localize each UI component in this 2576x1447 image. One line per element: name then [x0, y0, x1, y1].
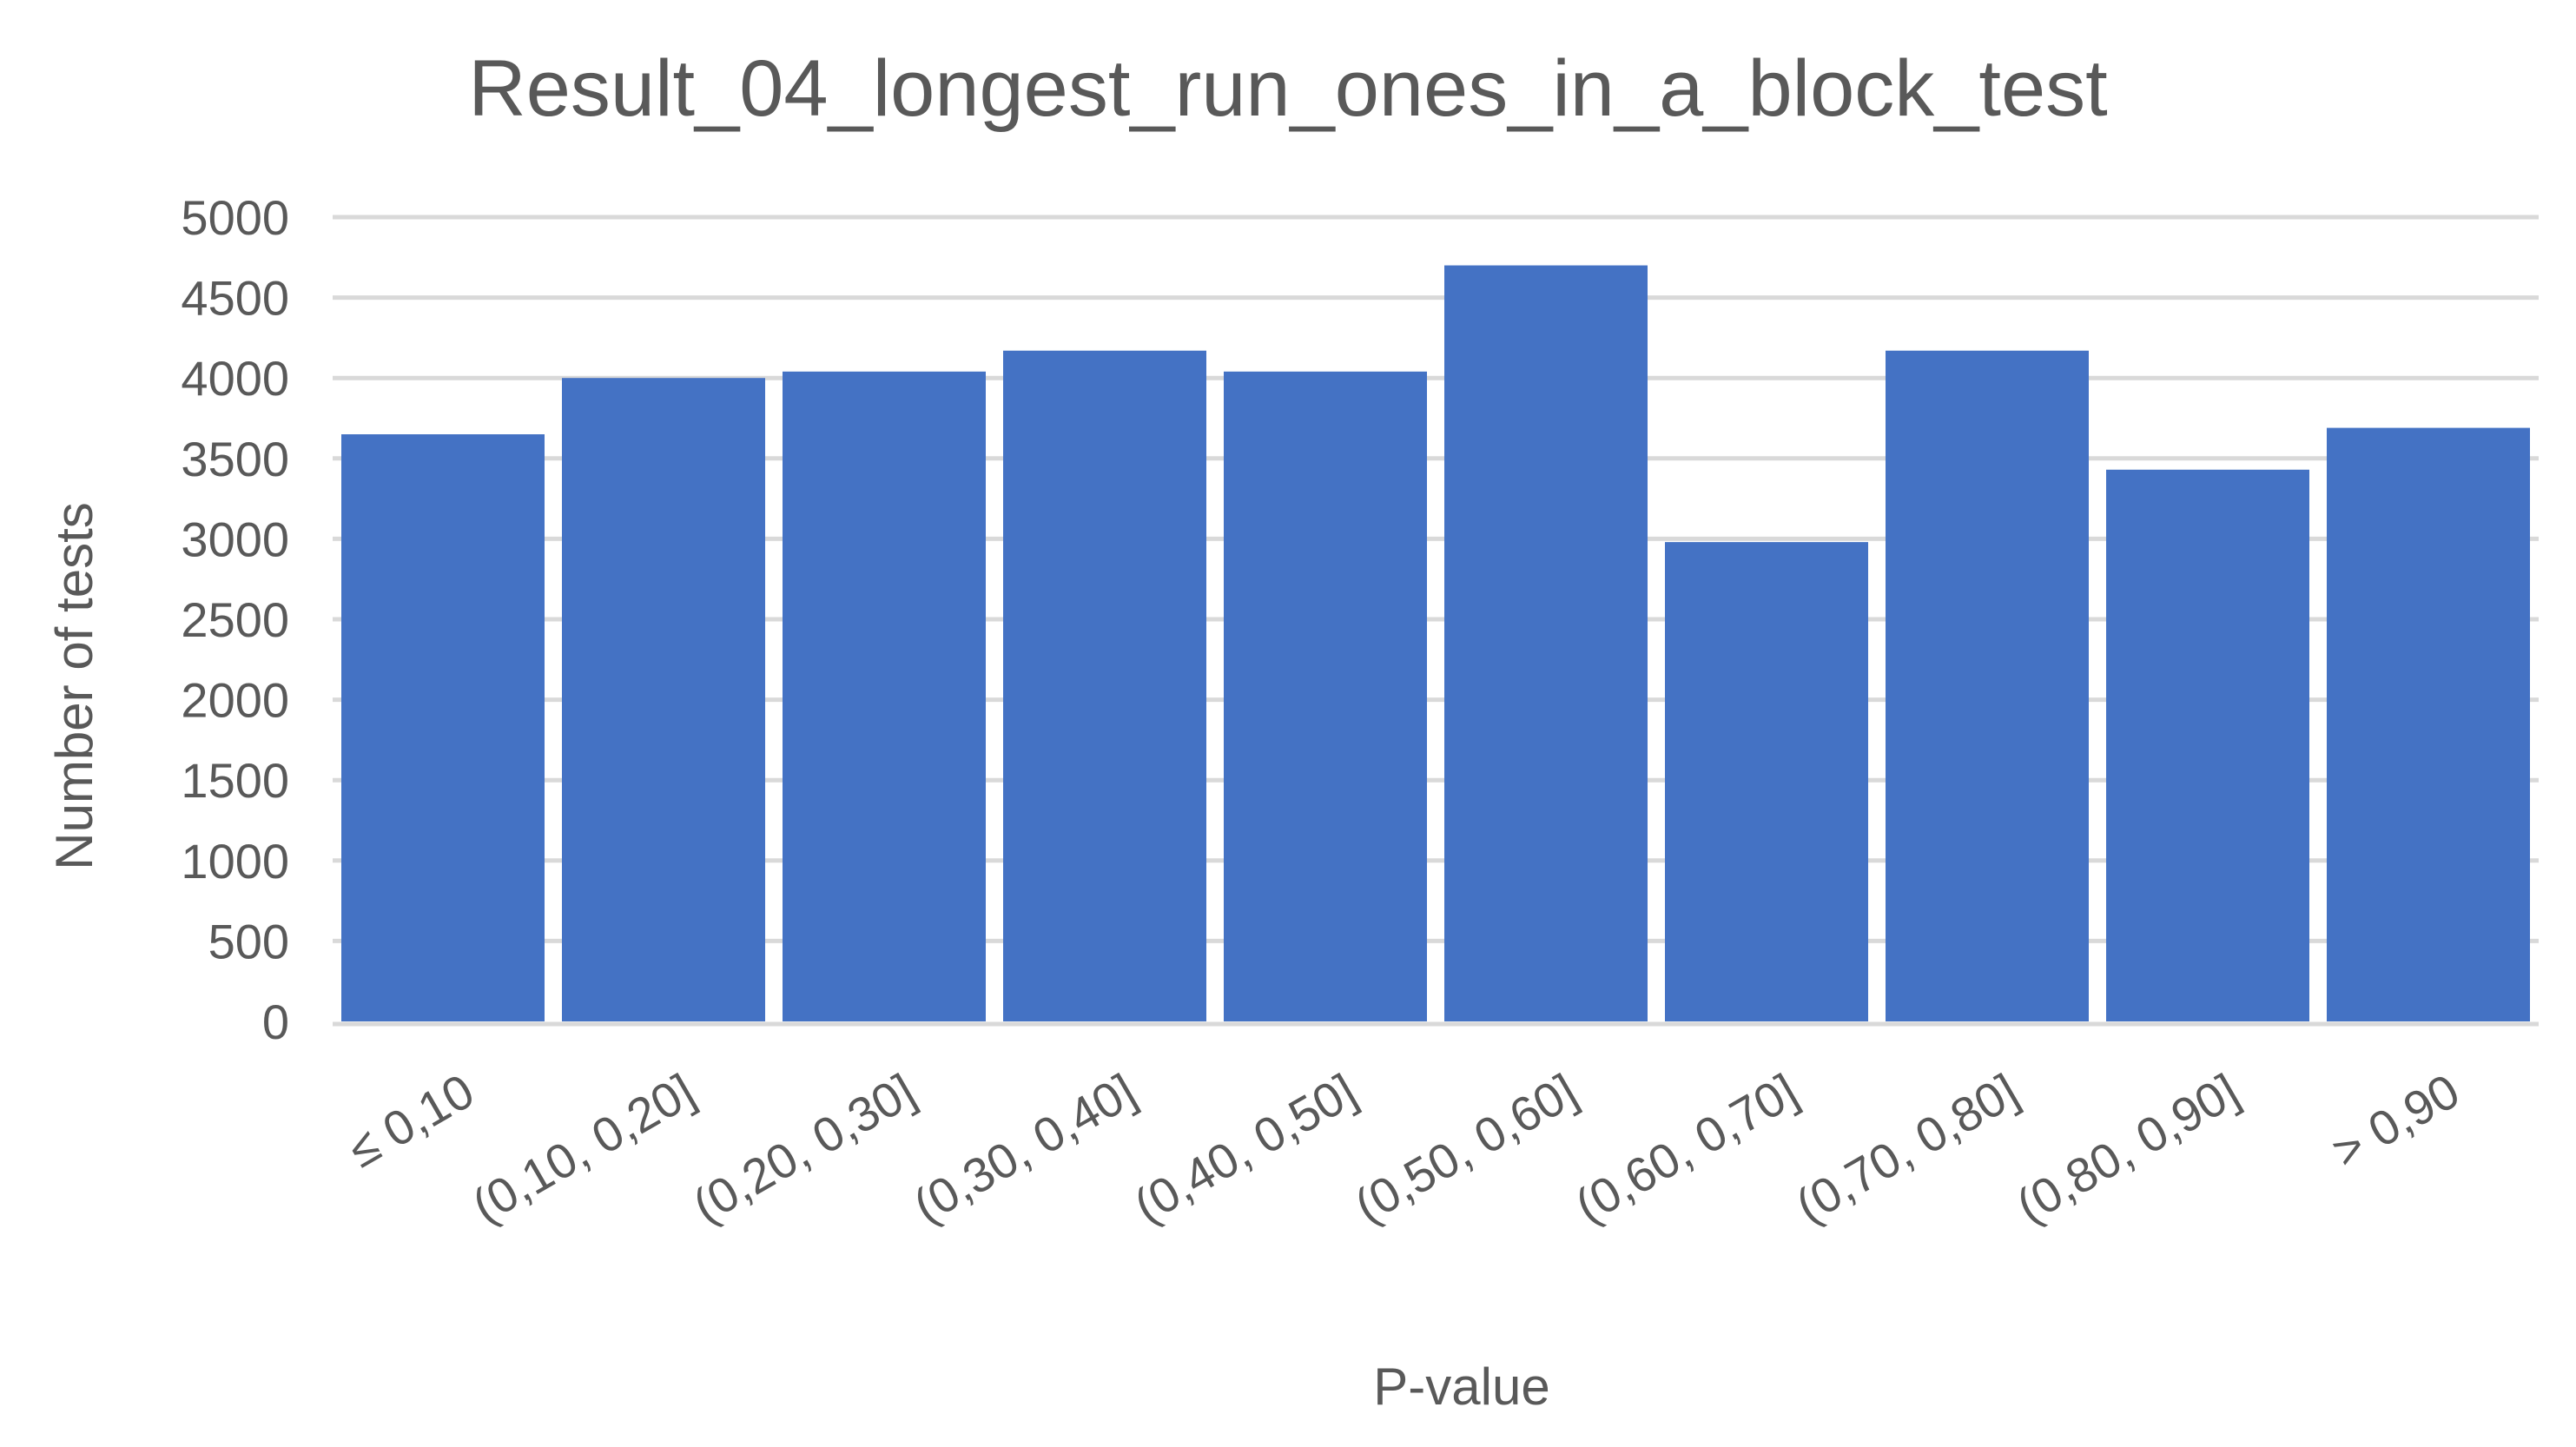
y-axis-tick-labels: 0 500 1000 1500 2000 2500 3000 3500 4000 4500 5000 — [181, 190, 289, 1049]
x-category-label: (0,10, 0,20] — [463, 1063, 703, 1233]
bar — [1444, 265, 1648, 1021]
x-category-label: (0,30, 0,40] — [904, 1063, 1145, 1233]
bar — [1665, 542, 1868, 1021]
bar — [341, 434, 545, 1021]
bar — [562, 378, 765, 1021]
y-tick-label: 4500 — [181, 271, 289, 326]
y-tick-label: 2000 — [181, 673, 289, 728]
chart-title: Result_04_longest_run_ones_in_a_block_te… — [468, 44, 2107, 133]
x-category-label: (0,70, 0,80] — [1787, 1063, 2027, 1233]
y-tick-label: 3000 — [181, 512, 289, 566]
bar — [2327, 427, 2530, 1021]
x-axis-title: P-value — [1373, 1358, 1549, 1416]
x-category-label: ≤ 0,10 — [339, 1063, 483, 1178]
y-tick-label: 4000 — [181, 351, 289, 406]
bar — [1003, 350, 1206, 1021]
x-category-label: (0,80, 0,90] — [2007, 1063, 2248, 1233]
y-tick-label: 0 — [262, 994, 289, 1049]
x-category-label: (0,40, 0,50] — [1125, 1063, 1365, 1233]
y-axis-title: Number of tests — [45, 502, 103, 870]
bars — [341, 265, 2530, 1021]
y-tick-label: 1500 — [181, 753, 289, 808]
x-category-label: (0,50, 0,60] — [1345, 1063, 1586, 1233]
bar — [783, 371, 986, 1021]
y-tick-label: 1000 — [181, 834, 289, 889]
x-category-label: (0,20, 0,30] — [684, 1063, 924, 1233]
x-category-label: > 0,90 — [2322, 1063, 2468, 1179]
y-tick-label: 2500 — [181, 592, 289, 647]
bar — [2106, 469, 2309, 1021]
y-tick-label: 3500 — [181, 432, 289, 486]
x-axis-category-labels: ≤ 0,10(0,10, 0,20](0,20, 0,30](0,30, 0,4… — [339, 1063, 2468, 1233]
y-tick-label: 5000 — [181, 190, 289, 245]
bar — [1224, 371, 1427, 1021]
y-tick-label: 500 — [208, 914, 289, 968]
x-category-label: (0,60, 0,70] — [1566, 1063, 1807, 1233]
bar — [1886, 350, 2089, 1021]
